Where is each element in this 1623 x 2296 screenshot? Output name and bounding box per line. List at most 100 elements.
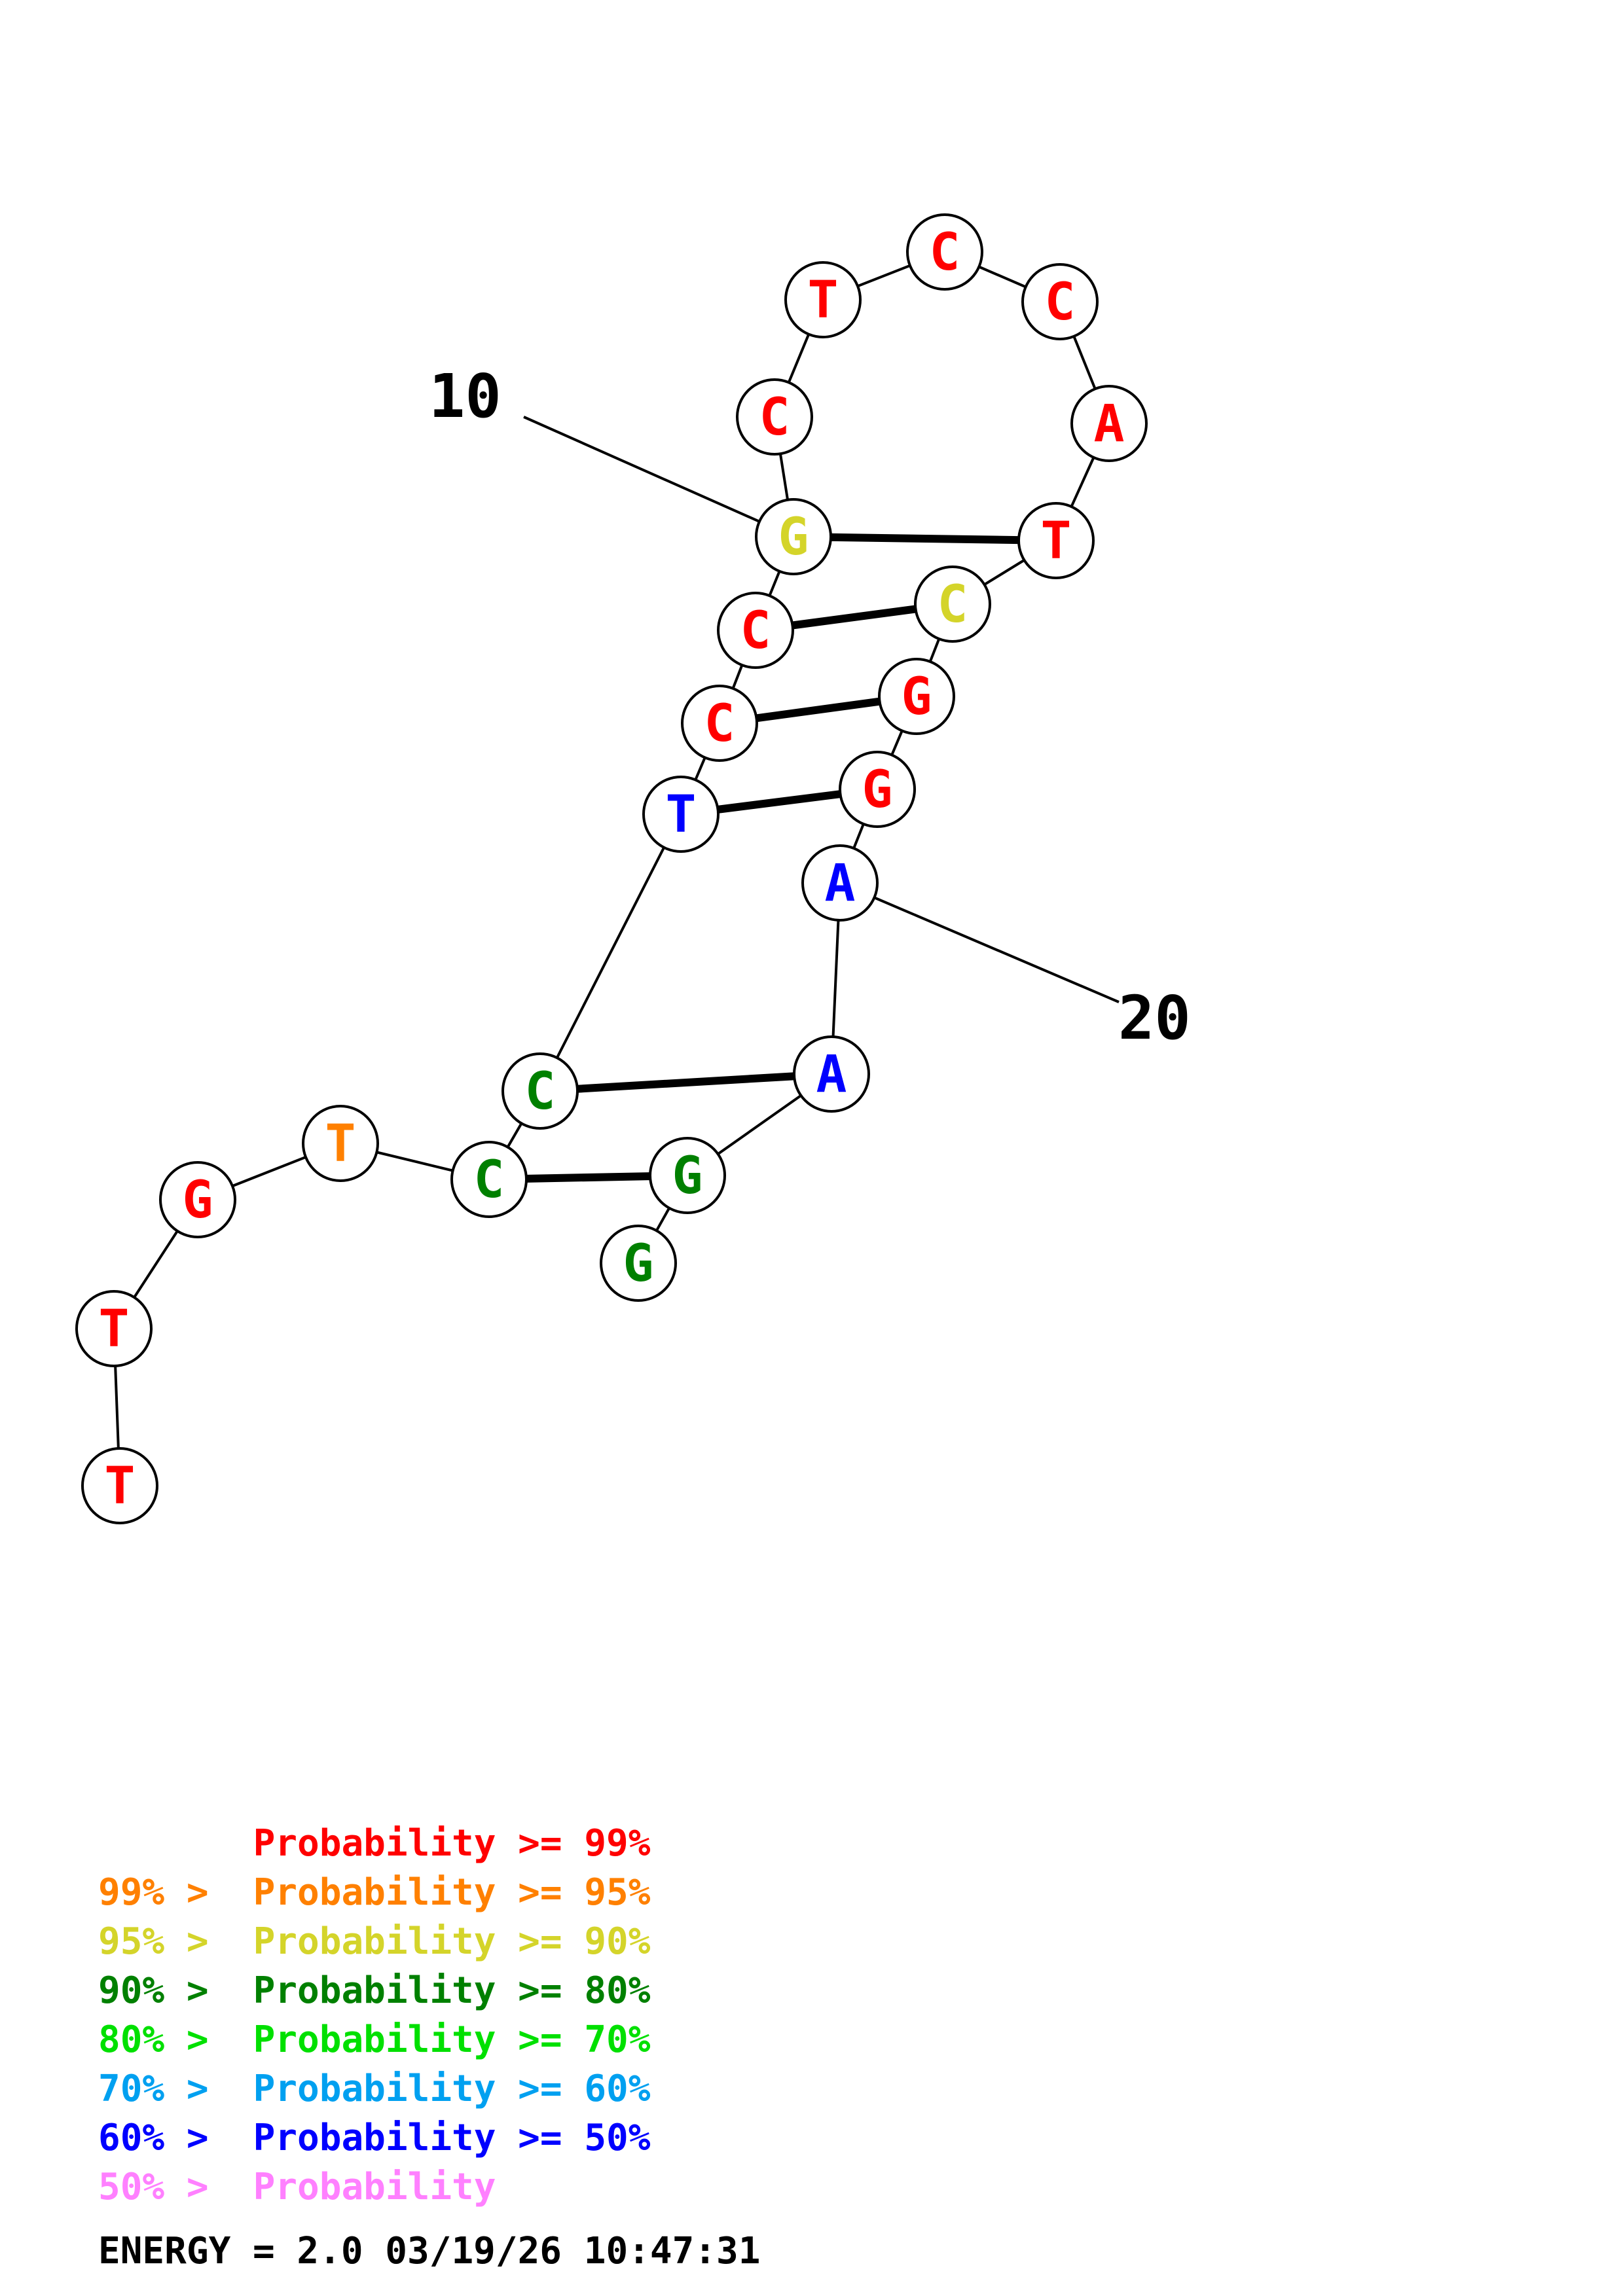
nucleotide-circle bbox=[717, 592, 794, 669]
nucleotide-letter: C bbox=[1045, 273, 1076, 332]
nucleotide-circle bbox=[1017, 502, 1095, 579]
nucleotide-letter: G bbox=[862, 761, 893, 819]
nucleotide-node: C bbox=[501, 1052, 579, 1130]
legend-line: 70% > Probability >= 60% bbox=[98, 2068, 651, 2110]
nucleotide-circle bbox=[1070, 385, 1148, 462]
nucleotide-letter: T bbox=[325, 1115, 356, 1174]
nucleotide-node: A bbox=[793, 1035, 870, 1113]
nucleotide-node: C bbox=[450, 1141, 528, 1218]
nucleotide-circle bbox=[784, 261, 862, 338]
nucleotide-circle bbox=[75, 1290, 153, 1367]
nucleotide-circle bbox=[159, 1161, 236, 1238]
nucleotide-circle bbox=[649, 1137, 726, 1214]
nucleotide-node: C bbox=[1021, 263, 1099, 340]
nucleotide-circle bbox=[600, 1225, 677, 1302]
nucleotide-letter: A bbox=[825, 854, 856, 913]
position-label-leader bbox=[523, 416, 794, 538]
nucleotide-node: T bbox=[642, 776, 720, 853]
legend-label: Probability >= 99% bbox=[253, 1822, 651, 1865]
base-pair-bond bbox=[793, 533, 1057, 545]
energy-footer: ENERGY = 2.0 03/19/26 10:47:31 bbox=[98, 2230, 760, 2272]
backbone-links bbox=[113, 251, 1110, 1486]
nucleotide-node: A bbox=[801, 844, 879, 922]
nucleotide-circle bbox=[839, 751, 916, 828]
nucleotide-circle bbox=[681, 685, 758, 762]
legend-prefix: 90% > bbox=[98, 1969, 230, 2012]
nucleotide-circle bbox=[755, 498, 832, 575]
backbone-link bbox=[539, 814, 682, 1092]
position-label-leader bbox=[839, 882, 1120, 1003]
legend-label: Probability >= 70% bbox=[253, 2018, 651, 2061]
probability-legend: Probability >= 99% 99% > Probability >= 9… bbox=[98, 1822, 651, 2208]
nucleotide-letter: G bbox=[778, 508, 809, 567]
nucleotide-circle bbox=[906, 213, 983, 291]
base-pair-bond bbox=[539, 1070, 832, 1095]
nucleotide-node: T bbox=[81, 1447, 158, 1524]
nucleotide-node: C bbox=[717, 592, 794, 669]
nucleotide-circle bbox=[81, 1447, 158, 1524]
nucleotide-circle bbox=[801, 844, 879, 922]
nucleotide-letter: C bbox=[474, 1151, 505, 1210]
nucleotide-circle bbox=[736, 378, 813, 456]
nucleotide-circle bbox=[501, 1052, 579, 1130]
nucleotide-letter: T bbox=[666, 785, 697, 844]
position-labels: 10 20 bbox=[429, 361, 1191, 1053]
nucleotide-letter: C bbox=[938, 575, 968, 634]
legend-label: Probability >= 90% bbox=[253, 1920, 651, 1963]
nucleotide-letter: C bbox=[930, 223, 960, 282]
legend-prefix: 80% > bbox=[98, 2018, 230, 2061]
position-label: 10 bbox=[429, 361, 501, 431]
nucleotide-circle bbox=[1021, 263, 1099, 340]
legend-line: 80% > Probability >= 70% bbox=[98, 2018, 651, 2061]
legend-line: 50% > Probability bbox=[98, 2166, 496, 2208]
nucleotide-node: T bbox=[302, 1105, 379, 1182]
nucleotide-letter: G bbox=[902, 668, 932, 726]
nucleotide-node: G bbox=[755, 498, 832, 575]
nucleotide-letter: T bbox=[808, 271, 839, 330]
nucleotide-letter: T bbox=[99, 1300, 130, 1359]
nucleotide-node: C bbox=[906, 213, 983, 291]
legend-line: 99% > Probability >= 95% bbox=[98, 1871, 651, 1914]
legend-line: 60% > Probability >= 50% bbox=[98, 2117, 651, 2159]
nucleotide-node: A bbox=[1070, 385, 1148, 462]
legend-prefix: 50% > bbox=[98, 2166, 230, 2208]
nucleotide-letter: C bbox=[740, 601, 771, 660]
nucleotide-node: G bbox=[649, 1137, 726, 1214]
legend-label: Probability >= 95% bbox=[253, 1871, 651, 1914]
nucleotide-circle bbox=[450, 1141, 528, 1218]
position-label: 20 bbox=[1118, 983, 1191, 1053]
nucleotide-node: C bbox=[914, 565, 991, 643]
nucleotide-node: T bbox=[784, 261, 862, 338]
legend-prefix: 60% > bbox=[98, 2117, 230, 2159]
nucleotide-node: T bbox=[75, 1290, 153, 1367]
nucleotide-node: G bbox=[878, 658, 955, 735]
nucleotide-letter: T bbox=[105, 1457, 136, 1516]
legend-line: Probability >= 99% bbox=[253, 1822, 651, 1865]
position-label-leaders bbox=[523, 416, 1120, 1003]
nucleotide-letter: A bbox=[816, 1045, 847, 1104]
legend-label: Probability >= 80% bbox=[253, 1969, 651, 2012]
nucleotide-letter: T bbox=[1041, 512, 1072, 571]
nucleotide-node: G bbox=[600, 1225, 677, 1302]
nucleotide-letter: G bbox=[672, 1147, 703, 1206]
nucleotide-node: T bbox=[1017, 502, 1095, 579]
legend-line: 95% > Probability >= 90% bbox=[98, 1920, 651, 1963]
nucleotide-letter: G bbox=[183, 1171, 213, 1230]
legend-label: Probability >= 50% bbox=[253, 2117, 651, 2159]
nucleotide-letter: G bbox=[623, 1234, 654, 1293]
nucleotide-circle bbox=[878, 658, 955, 735]
nucleotide-letter: C bbox=[525, 1062, 556, 1121]
nucleotide-letter: C bbox=[704, 694, 735, 753]
nucleotide-circle bbox=[914, 565, 991, 643]
nucleotide-circle bbox=[642, 776, 720, 853]
nucleotide-node: C bbox=[681, 685, 758, 762]
nucleotide-node: G bbox=[159, 1161, 236, 1238]
legend-prefix: 99% > bbox=[98, 1871, 230, 1914]
nucleotide-circle bbox=[302, 1105, 379, 1182]
legend-prefix: 95% > bbox=[98, 1920, 230, 1963]
nucleotide-letter: A bbox=[1094, 395, 1125, 454]
legend-line: 90% > Probability >= 80% bbox=[98, 1969, 651, 2012]
nucleotide-node: G bbox=[839, 751, 916, 828]
